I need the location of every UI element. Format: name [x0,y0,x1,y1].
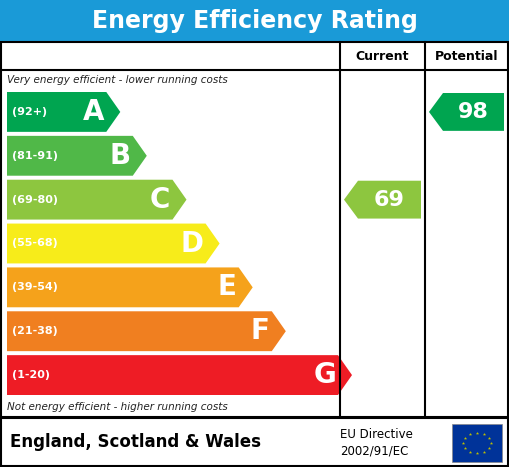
Polygon shape [7,355,352,395]
Text: Very energy efficient - lower running costs: Very energy efficient - lower running co… [7,75,228,85]
Text: A: A [83,98,104,126]
Text: 2002/91/EC: 2002/91/EC [340,444,408,457]
Bar [0,0,509,42]
Polygon shape [7,136,147,176]
Text: Current: Current [356,50,409,63]
Polygon shape [344,181,421,219]
Text: (69-80): (69-80) [12,195,58,205]
Text: (1-20): (1-20) [12,370,50,380]
Polygon shape [429,93,504,131]
Text: D: D [181,229,204,257]
Text: 98: 98 [458,102,489,122]
Text: G: G [313,361,336,389]
Polygon shape [7,268,252,307]
Text: (21-38): (21-38) [12,326,58,336]
Polygon shape [7,224,219,263]
Text: (39-54): (39-54) [12,283,58,292]
Text: C: C [150,186,171,213]
Text: Potential: Potential [435,50,498,63]
Polygon shape [7,92,120,132]
Text: Energy Efficiency Rating: Energy Efficiency Rating [92,9,417,33]
Bar [1,418,508,466]
Text: (92+): (92+) [12,107,47,117]
Bar [1,42,508,417]
Polygon shape [7,311,286,351]
Polygon shape [7,180,186,219]
Text: F: F [251,317,270,345]
Text: Not energy efficient - higher running costs: Not energy efficient - higher running co… [7,402,228,412]
Text: 69: 69 [374,190,405,210]
Text: B: B [109,142,131,170]
Text: (55-68): (55-68) [12,239,58,248]
Text: (81-91): (81-91) [12,151,58,161]
Text: E: E [218,273,237,301]
Text: England, Scotland & Wales: England, Scotland & Wales [10,433,261,451]
Text: EU Directive: EU Directive [340,428,413,441]
Bar [452,424,502,462]
